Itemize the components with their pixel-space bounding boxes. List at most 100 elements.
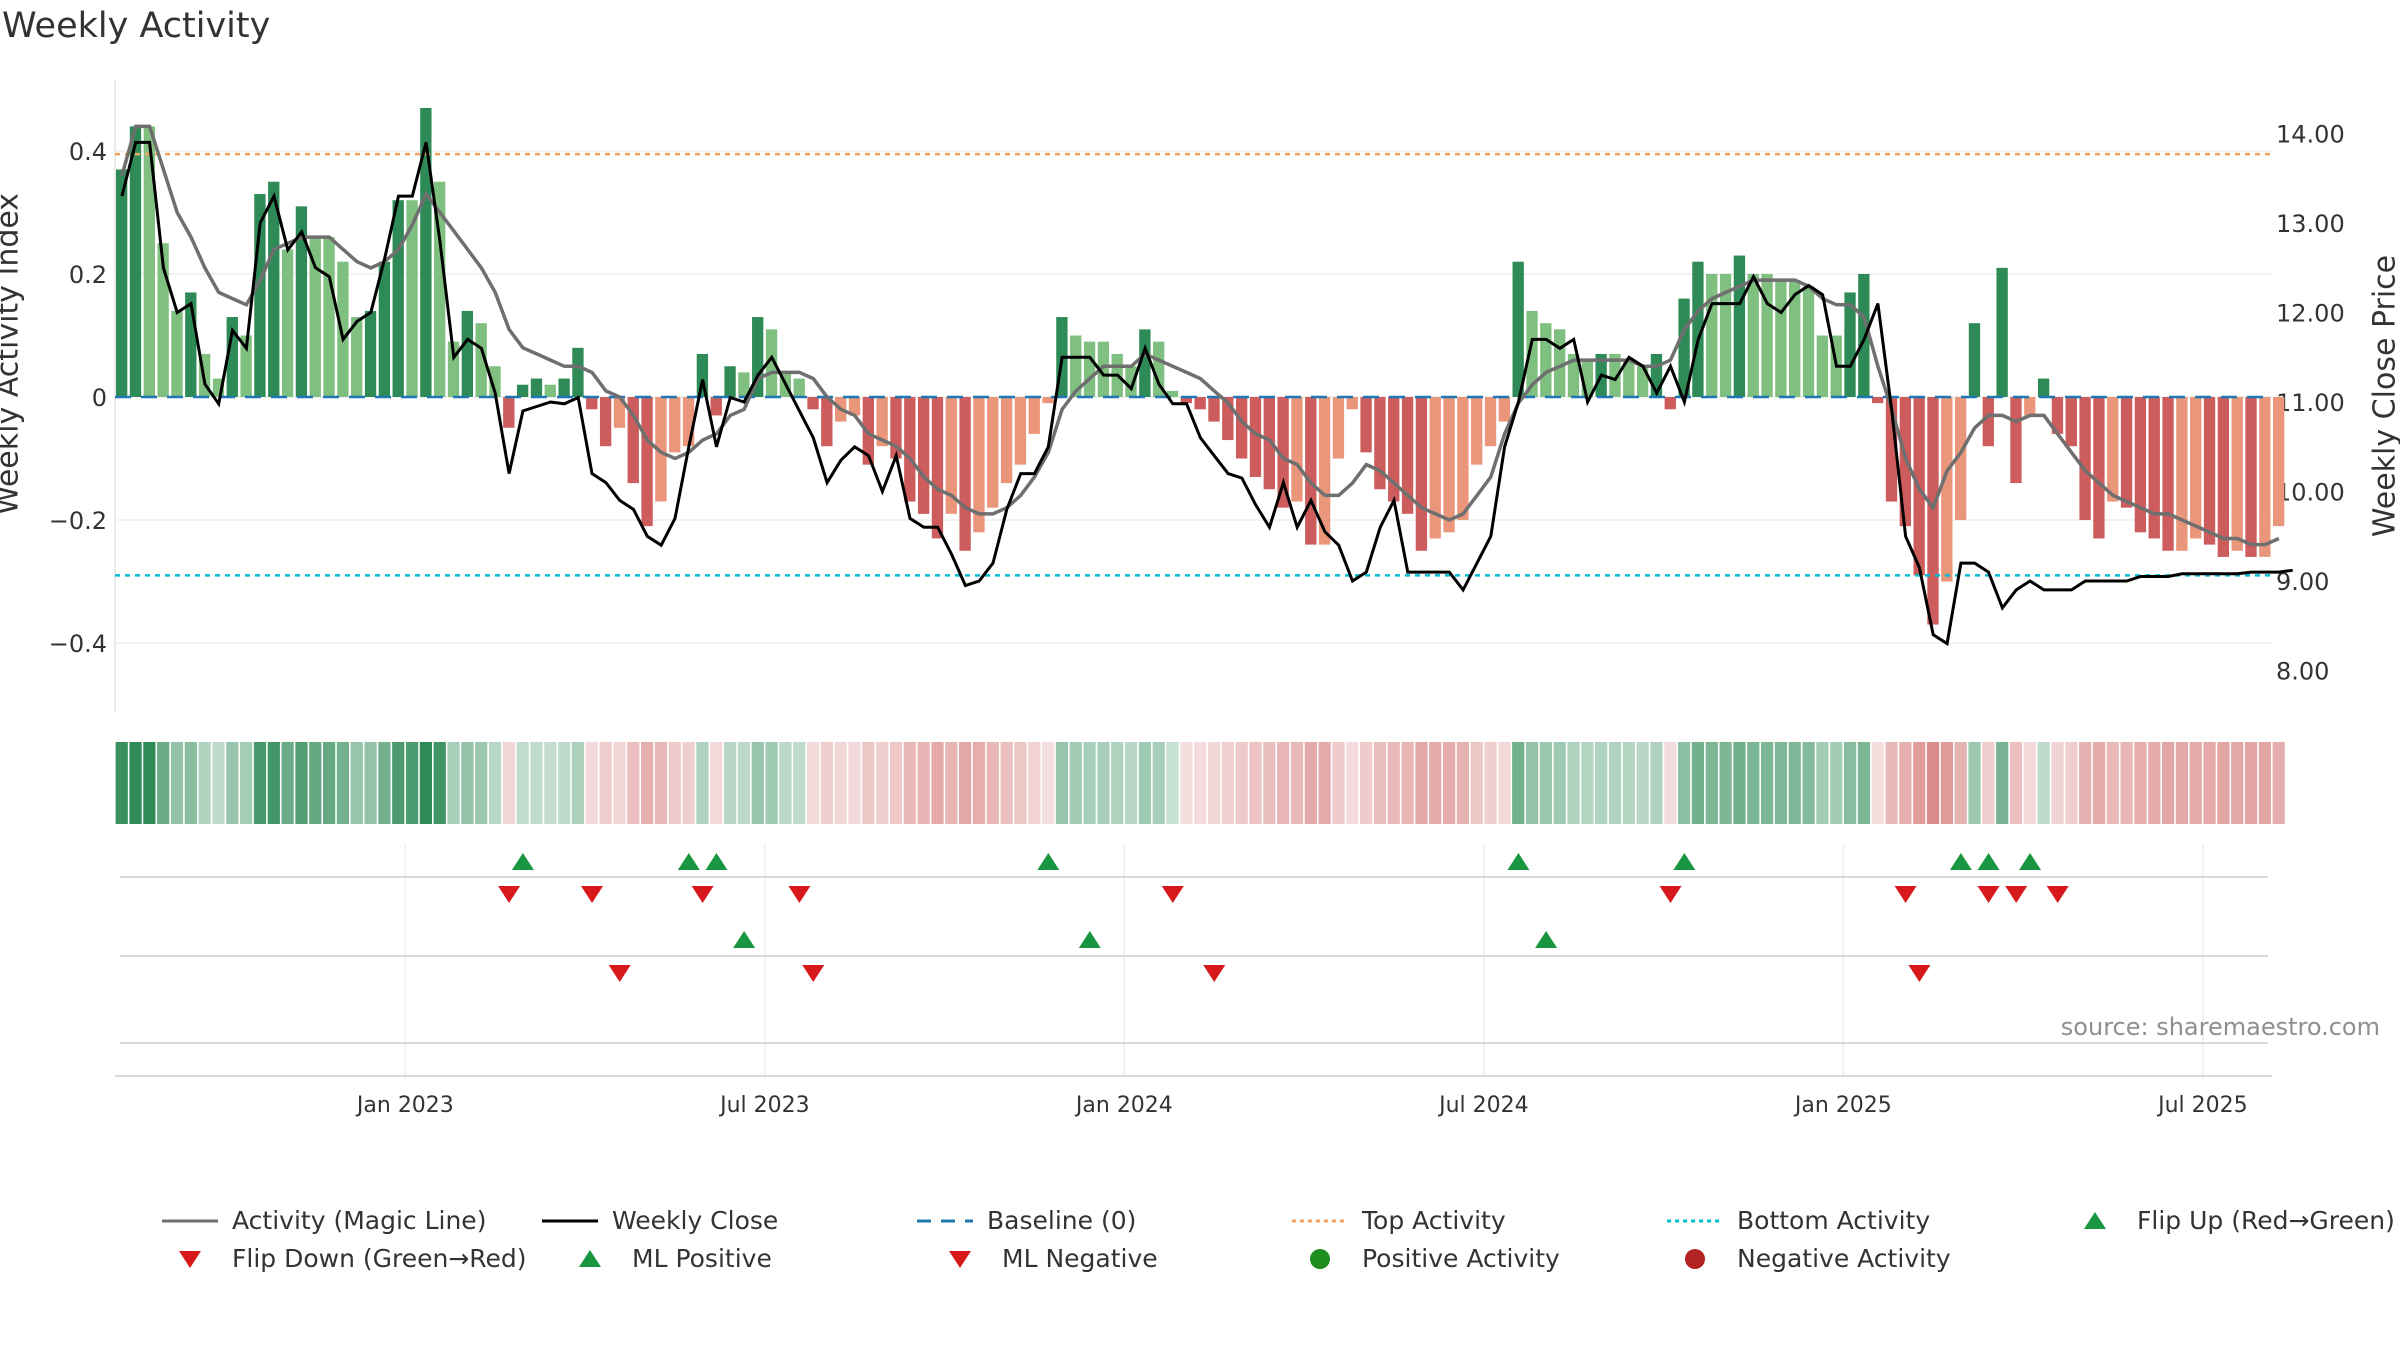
heat-cell <box>820 742 833 824</box>
activity-bar <box>1166 390 1179 397</box>
activity-bar <box>1360 397 1372 453</box>
heat-cell <box>1290 742 1304 824</box>
heat-cell <box>1802 742 1815 824</box>
heat-cell <box>848 742 861 824</box>
activity-bar <box>1664 397 1676 410</box>
activity-bar <box>1968 323 1981 397</box>
activity-bar <box>807 397 819 410</box>
heat-cell <box>184 742 197 824</box>
heat-cell <box>654 742 668 824</box>
activity-bar <box>240 335 252 397</box>
heat-cell <box>710 742 723 824</box>
activity-bar <box>1650 353 1663 397</box>
activity-bar <box>2079 397 2091 520</box>
heat-cell <box>931 742 944 824</box>
activity-bar <box>1858 274 1870 397</box>
heat-cell <box>1871 742 1884 824</box>
heat-cell <box>1553 742 1566 824</box>
legend-item: Negative Activity <box>1665 1244 1951 1273</box>
heat-cell <box>1221 742 1234 824</box>
heat-cell <box>1608 742 1622 824</box>
flip-up-marker <box>2019 853 2042 870</box>
flip-down-marker <box>788 886 811 903</box>
activity-bar <box>710 397 722 416</box>
activity-bar <box>931 397 944 539</box>
heat-cell <box>212 742 225 824</box>
activity-bar <box>171 310 183 397</box>
heat-cell <box>1401 742 1414 824</box>
heat-cell <box>1166 742 1179 824</box>
flip-down-marker <box>581 886 604 903</box>
activity-bar <box>959 397 971 551</box>
activity-bar <box>1567 353 1580 397</box>
activity-bar <box>544 384 556 397</box>
y-tick-label: 0.4 <box>69 138 107 166</box>
legend: Activity (Magic Line) Weekly Close Baselin… <box>160 1206 2400 1296</box>
ml-negative-marker <box>802 965 825 982</box>
heat-cell <box>903 742 916 824</box>
activity-bar <box>530 378 543 397</box>
legend-item: Weekly Close <box>540 1206 778 1235</box>
activity-bar <box>378 261 391 397</box>
activity-bar <box>116 169 128 397</box>
activity-bar <box>1954 397 1967 520</box>
y2-tick-label: 14.00 <box>2276 121 2345 149</box>
heat-cell <box>1000 742 1013 824</box>
heat-cell <box>1097 742 1110 824</box>
activity-bar <box>945 397 957 514</box>
activity-bar <box>1941 397 1953 582</box>
heat-cell <box>945 742 958 824</box>
heat-cell <box>295 742 308 824</box>
heat-cell <box>1042 742 1055 824</box>
activity-bar <box>1581 360 1593 397</box>
activity-bar <box>890 397 902 459</box>
activity-bar <box>1457 397 1469 520</box>
heat-cell <box>1926 742 1940 824</box>
heat-cell <box>2203 742 2216 824</box>
heat-cell <box>1346 742 1359 824</box>
activity-bar <box>2037 378 2050 397</box>
flip-down-marker <box>1977 886 2000 903</box>
activity-bar <box>337 261 349 397</box>
chart-title: Weekly Activity <box>2 6 271 46</box>
activity-bar <box>420 107 432 397</box>
legend-label: Baseline (0) <box>987 1206 1137 1235</box>
heat-cell <box>1913 742 1926 824</box>
heat-cell <box>2120 742 2133 824</box>
activity-bar <box>226 317 238 397</box>
heat-cell <box>488 742 502 824</box>
heat-cell <box>2079 742 2092 824</box>
activity-bar <box>1733 255 1746 397</box>
heat-cell <box>323 742 336 824</box>
heat-cell <box>378 742 391 824</box>
activity-bar <box>212 378 225 397</box>
activity-bar <box>516 384 529 397</box>
activity-bar <box>1719 274 1732 397</box>
heat-cell <box>1415 742 1428 824</box>
legend-item: ML Positive <box>560 1244 772 1273</box>
heat-cell <box>613 742 626 824</box>
activity-bar <box>2120 397 2133 508</box>
heat-cell <box>1788 742 1801 824</box>
legend-swatch <box>917 1219 973 1222</box>
activity-bar <box>1526 310 1538 397</box>
heat-cell <box>544 742 557 824</box>
heat-cell <box>1387 742 1400 824</box>
flip-up-marker <box>677 853 700 870</box>
activity-bar <box>1609 353 1621 397</box>
activity-bar <box>724 366 736 397</box>
heat-cell <box>1069 742 1082 824</box>
heat-cell <box>1028 742 1041 824</box>
activity-bar <box>1083 341 1096 397</box>
flip-up-marker <box>511 853 534 870</box>
heat-cell <box>1373 742 1387 824</box>
ml-positive-marker <box>1078 931 1101 948</box>
heat-cell <box>1470 742 1483 824</box>
heat-cell <box>392 742 405 824</box>
activity-bar <box>1429 397 1441 539</box>
heat-cell <box>198 742 211 824</box>
activity-bar <box>2203 397 2216 545</box>
legend-swatch <box>179 1250 201 1268</box>
y-tick-label: −0.2 <box>49 507 107 535</box>
heat-cell <box>1636 742 1649 824</box>
